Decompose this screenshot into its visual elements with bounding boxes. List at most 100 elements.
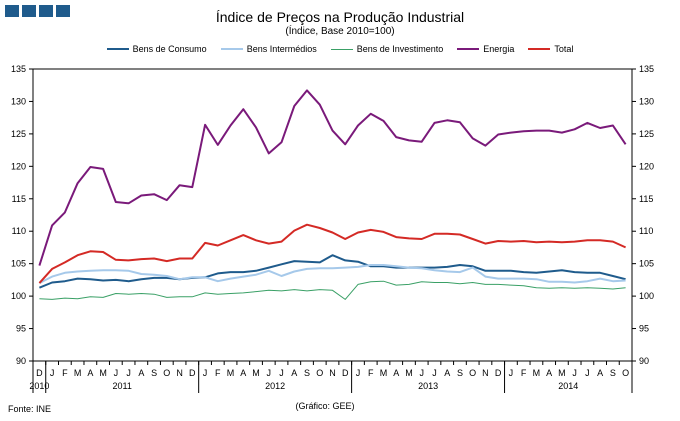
x-month-label: M <box>74 368 82 378</box>
x-year-label: 2013 <box>418 381 438 391</box>
x-month-label: N <box>329 368 336 378</box>
x-month-label: O <box>469 368 476 378</box>
y-tick-label-left: 95 <box>16 324 26 334</box>
x-month-label: J <box>114 368 119 378</box>
y-tick-label-left: 130 <box>11 96 26 106</box>
x-month-label: J <box>356 368 361 378</box>
plot-area-frame <box>32 68 633 362</box>
x-month-label: J <box>419 368 424 378</box>
y-tick-label-left: 135 <box>11 64 26 74</box>
x-month-label: M <box>252 368 260 378</box>
y-tick-label-right: 110 <box>639 226 653 236</box>
chart-title: Índice de Preços na Produção Industrial <box>215 9 465 25</box>
y-tick-label-right: 115 <box>639 194 653 204</box>
x-year-label: 2012 <box>265 381 285 391</box>
legend-swatch <box>106 48 129 50</box>
x-month-label: O <box>163 368 170 378</box>
x-month-label: F <box>521 368 527 378</box>
x-month-label: J <box>126 368 131 378</box>
source-note: Fonte: INE <box>8 404 52 414</box>
x-month-label: D <box>189 368 196 378</box>
x-month-label: J <box>267 368 272 378</box>
legend-label: Bens de Consumo <box>132 44 207 54</box>
x-month-label: M <box>405 368 413 378</box>
legend-swatch <box>457 48 480 50</box>
x-month-label: D <box>342 368 349 378</box>
x-year-label: 2010 <box>29 381 49 391</box>
y-tick-label-right: 105 <box>639 259 654 269</box>
legend-item: Bens de Investimento <box>330 44 443 54</box>
x-month-label: S <box>457 368 463 378</box>
x-month-label: D <box>495 368 502 378</box>
x-month-label: A <box>444 368 450 378</box>
legend-item: Total <box>528 44 573 54</box>
x-month-label: N <box>482 368 489 378</box>
y-tick-label-left: 120 <box>11 161 26 171</box>
x-month-label: O <box>316 368 323 378</box>
x-month-label: D <box>36 368 43 378</box>
y-tick-label-right: 90 <box>639 356 649 366</box>
x-month-label: A <box>138 368 144 378</box>
y-tick-label-right: 120 <box>639 161 654 171</box>
logo-block-1 <box>5 5 19 17</box>
y-tick-label-left: 100 <box>11 291 26 301</box>
x-month-label: A <box>87 368 93 378</box>
chart-credit: (Gráfico: GEE) <box>295 401 355 411</box>
x-year-label: 2011 <box>113 381 132 391</box>
legend-item: Bens de Consumo <box>106 44 207 54</box>
legend-label: Energia <box>483 44 515 54</box>
series-line-bens-intermédios <box>38 264 626 284</box>
x-month-label: M <box>380 368 388 378</box>
x-month-label: S <box>610 368 616 378</box>
x-month-label: A <box>546 368 552 378</box>
y-tick-label-left: 125 <box>11 129 26 139</box>
gee-logo <box>5 5 70 17</box>
series-line-bens-de-investimento <box>39 280 626 300</box>
x-month-label: J <box>509 368 514 378</box>
legend-swatch <box>220 48 243 50</box>
x-month-label: N <box>176 368 183 378</box>
chart-legend: Bens de Consumo Bens Intermédios Bens de I… <box>0 44 680 54</box>
x-month-label: M <box>227 368 235 378</box>
x-month-label: J <box>432 368 437 378</box>
logo-block-3 <box>39 5 53 17</box>
x-month-label: A <box>597 368 603 378</box>
y-tick-label-right: 100 <box>639 291 654 301</box>
y-tick-label-right: 130 <box>639 96 654 106</box>
legend-item: Bens Intermédios <box>220 44 317 54</box>
logo-block-2 <box>22 5 36 17</box>
x-month-label: A <box>393 368 399 378</box>
x-month-label: A <box>291 368 297 378</box>
x-month-label: M <box>99 368 107 378</box>
x-month-label: O <box>622 368 629 378</box>
x-month-label: S <box>151 368 157 378</box>
x-month-label: F <box>368 368 374 378</box>
x-month-label: M <box>558 368 566 378</box>
legend-item: Energia <box>457 44 514 54</box>
y-tick-label-right: 135 <box>639 64 654 74</box>
series-line-energia <box>38 89 627 266</box>
x-month-label: J <box>585 368 590 378</box>
y-tick-label-left: 90 <box>16 356 26 366</box>
y-tick-label-left: 115 <box>12 194 26 204</box>
logo-block-4 <box>56 5 70 17</box>
x-month-label: F <box>62 368 68 378</box>
legend-label: Bens Intermédios <box>246 44 317 54</box>
series-line-total <box>38 223 627 284</box>
x-month-label: M <box>533 368 541 378</box>
x-month-label: J <box>203 368 208 378</box>
y-tick-label-left: 110 <box>12 226 26 236</box>
x-month-label: J <box>279 368 284 378</box>
x-month-label: F <box>215 368 221 378</box>
x-month-label: J <box>50 368 55 378</box>
series-line-bens-de-consumo <box>39 254 626 289</box>
y-tick-label-left: 105 <box>11 259 26 269</box>
x-month-label: A <box>240 368 246 378</box>
legend-label: Total <box>554 44 574 54</box>
x-month-label: J <box>572 368 577 378</box>
legend-swatch <box>330 48 353 50</box>
y-tick-label-right: 95 <box>639 324 649 334</box>
chart-subtitle: (Índice, Base 2010=100) <box>285 26 395 37</box>
x-month-label: S <box>304 368 310 378</box>
legend-swatch <box>528 48 551 50</box>
